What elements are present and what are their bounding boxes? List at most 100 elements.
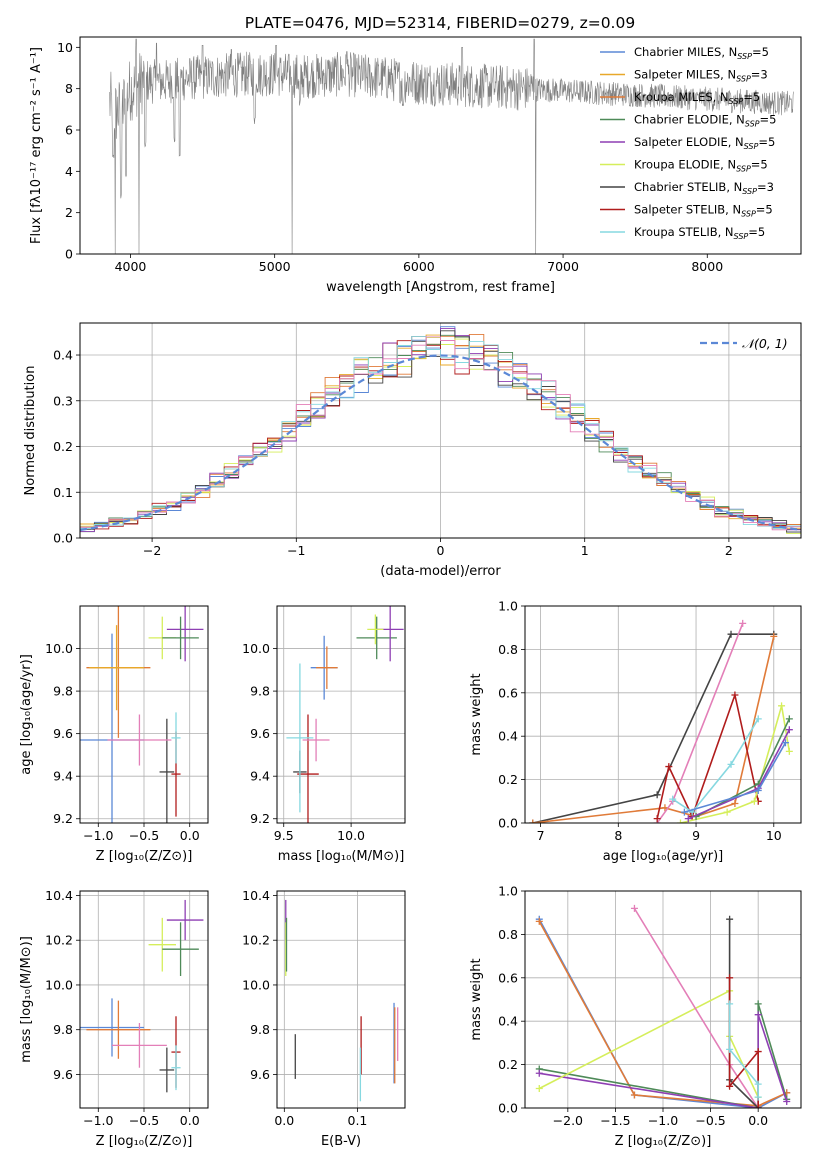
legend-label: 𝒩(0, 1) <box>742 336 788 351</box>
x-tick-label: −1.5 <box>600 1113 630 1128</box>
age-vs-Z-frame <box>79 605 209 824</box>
observed-spectrum-line <box>109 38 794 254</box>
weight-marker <box>630 904 638 912</box>
residuals-legend: 𝒩(0, 1) <box>700 336 788 351</box>
y-tick-label: 9.6 <box>250 726 270 741</box>
massweight-vs-age-frame <box>524 605 802 824</box>
y-tick-label: 9.8 <box>53 1022 73 1037</box>
weight-marker <box>783 1097 791 1105</box>
data-point <box>112 1022 167 1068</box>
data-point <box>159 718 175 823</box>
x-tick-label: −0.5 <box>129 1113 159 1128</box>
legend-label: Salpeter ELODIE, NSSP=5 <box>634 135 775 151</box>
weight-marker <box>754 1011 762 1019</box>
mass-vs-ebv-frame <box>276 890 406 1109</box>
weight-marker <box>754 1093 762 1101</box>
mass-vs-ebv-axes: 0.0 0.1 9.6 9.8 10.0 10.2 10.4 E(B-V) <box>242 888 405 1149</box>
weight-marker <box>669 795 677 803</box>
weight-line <box>672 718 759 814</box>
y-tick-label: 9.2 <box>250 811 270 826</box>
data-point <box>166 899 204 941</box>
y-axis-label: age [log₁₀(age/yr)] <box>19 654 34 775</box>
weight-marker <box>739 619 747 627</box>
y-axis-label: Normed distribution <box>23 366 38 496</box>
weight-marker <box>770 632 778 640</box>
y-tick-label: 4 <box>65 164 73 179</box>
weight-line <box>538 989 759 1098</box>
mass-vs-Z-frame <box>79 890 209 1109</box>
legend-label: Salpeter MILES, NSSP=3 <box>634 68 768 84</box>
weight-marker <box>680 808 688 816</box>
weight-series <box>680 739 789 816</box>
histogram-series <box>80 335 801 530</box>
weight-line <box>728 1003 760 1098</box>
spectrum-frame <box>79 36 802 255</box>
y-tick-label: 9.8 <box>250 684 270 699</box>
weight-marker <box>754 1080 762 1088</box>
weight-marker <box>630 1091 638 1099</box>
y-tick-label: 9.4 <box>53 769 73 784</box>
x-tick-label: 0.0 <box>180 828 200 843</box>
y-tick-label: 0.1 <box>53 485 73 500</box>
weight-marker <box>754 1048 762 1056</box>
weight-marker <box>535 1084 543 1092</box>
weight-series <box>676 702 793 823</box>
x-tick-label: 0.1 <box>348 1113 368 1128</box>
y-tick-label: 10 <box>57 40 73 55</box>
x-tick-label: −0.5 <box>695 1113 725 1128</box>
legend-label: Kroupa MILES, NSSP=5 <box>634 90 760 106</box>
x-tick-label: 10.0 <box>337 828 365 843</box>
weight-marker <box>750 797 758 805</box>
y-tick-label: 9.4 <box>250 769 270 784</box>
x-tick-label: 8000 <box>691 259 723 274</box>
x-tick-label: −2 <box>143 543 161 558</box>
weight-marker <box>726 1000 734 1008</box>
weight-marker <box>535 917 543 925</box>
weight-marker <box>653 791 661 799</box>
x-tick-label: 10 <box>766 828 782 843</box>
y-tick-label: 0.4 <box>53 348 73 363</box>
x-tick-label: 8 <box>614 828 622 843</box>
weight-series <box>529 632 778 823</box>
spectrum-legend: Chabrier MILES, NSSP=5 Salpeter MILES, NS… <box>600 45 776 241</box>
data-point <box>286 663 314 813</box>
legend-label: Kroupa STELIB, NSSP=5 <box>634 225 765 241</box>
weight-marker <box>726 1045 734 1053</box>
massweight-vs-age-plot-area <box>529 619 793 823</box>
data-point <box>107 714 172 766</box>
weight-marker <box>731 799 739 807</box>
histogram-series <box>80 330 801 533</box>
x-tick-label: −1 <box>287 543 305 558</box>
y-tick-label: 0.4 <box>498 1014 518 1029</box>
y-tick-label: 1.0 <box>498 599 518 614</box>
weight-marker <box>731 691 739 699</box>
y-tick-label: 0.3 <box>53 393 73 408</box>
age-vs-mass-frame <box>276 605 406 824</box>
legend-label: Salpeter STELIB, NSSP=5 <box>634 203 773 219</box>
weight-marker <box>726 974 734 982</box>
weight-marker <box>676 819 684 823</box>
x-axis-label: Z [log₁₀(Z/Z⊙)] <box>615 1134 712 1149</box>
y-tick-label: 9.6 <box>53 1067 73 1082</box>
weight-marker <box>726 915 734 923</box>
x-tick-label: 9.5 <box>274 828 294 843</box>
weight-marker <box>785 726 793 734</box>
y-tick-label: 0.6 <box>498 685 518 700</box>
x-tick-label: 4000 <box>115 259 147 274</box>
data-point <box>367 614 384 645</box>
weight-marker <box>778 702 786 710</box>
y-tick-label: 0.0 <box>498 816 518 831</box>
weight-marker <box>727 630 735 638</box>
weight-marker <box>754 786 762 794</box>
y-tick-label: 0.2 <box>53 439 73 454</box>
x-tick-label: 9 <box>692 828 700 843</box>
data-point <box>148 917 176 972</box>
data-point <box>302 718 330 762</box>
weight-marker <box>665 763 673 771</box>
data-point <box>86 1000 151 1059</box>
age-vs-mass-plot-area <box>286 606 404 823</box>
x-tick-label: 7 <box>537 828 545 843</box>
x-tick-label: 0.0 <box>274 1113 294 1128</box>
weight-marker <box>653 815 661 823</box>
weight-series <box>535 917 791 1108</box>
